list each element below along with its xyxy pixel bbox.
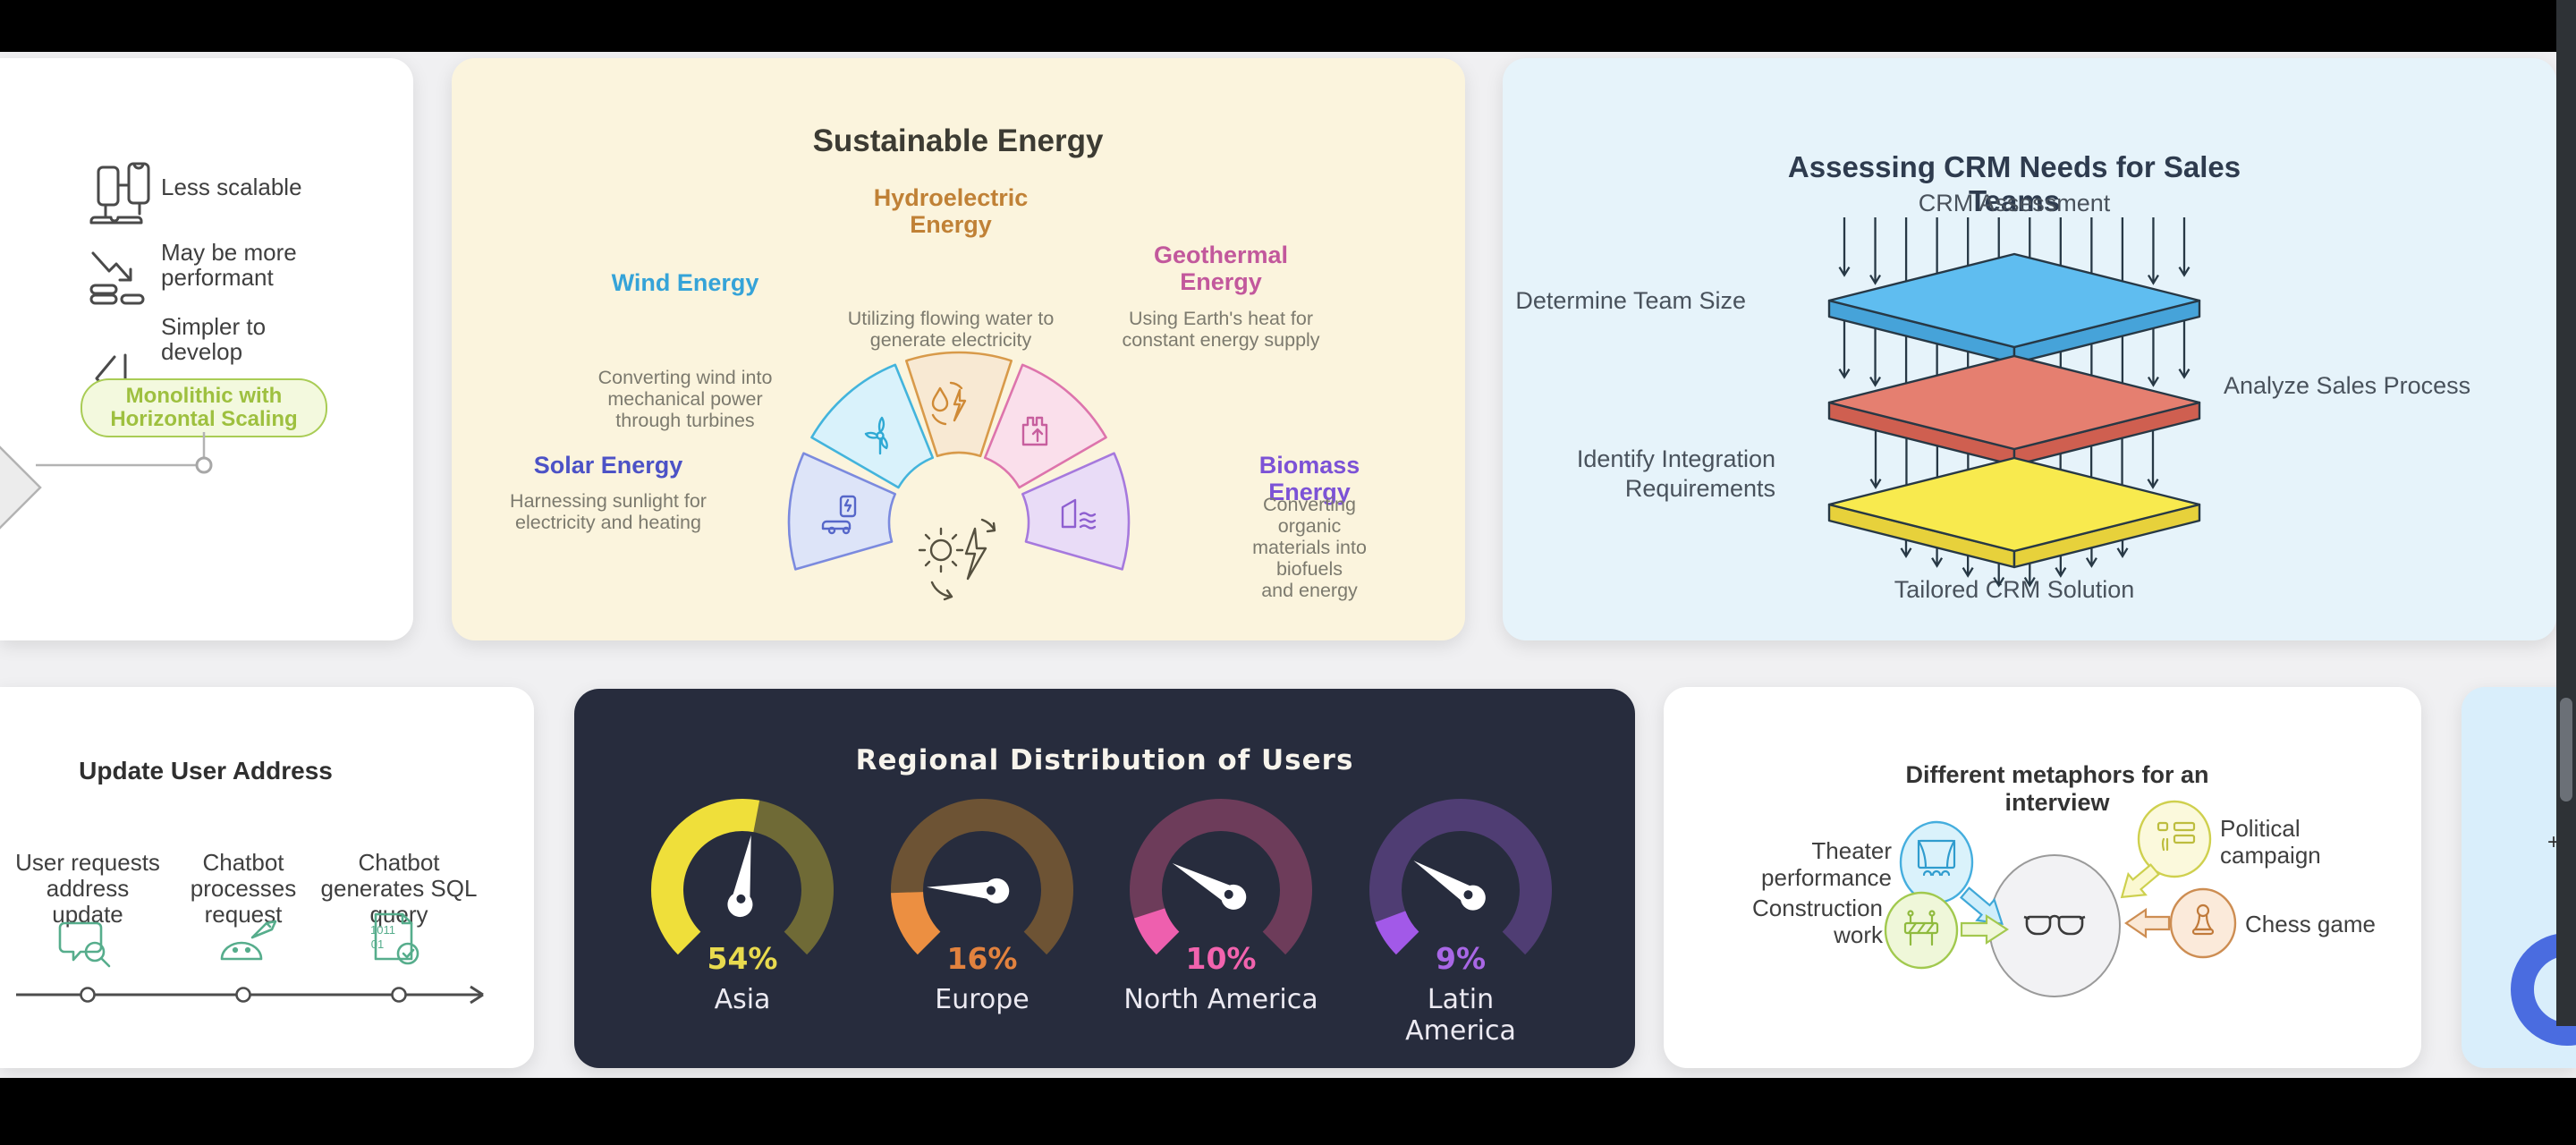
binary-text: 1011 <box>370 923 395 937</box>
metaphor-label: Construction work <box>1752 895 1883 948</box>
crm-top-label: CRM Assessment <box>1918 190 2111 216</box>
gauges-chart <box>651 799 1552 955</box>
chat-search-icon <box>58 921 111 968</box>
energy-segment-desc: Utilizing flowing water to generate elect… <box>847 308 1055 351</box>
connector-node <box>195 456 213 474</box>
biomass-icon <box>1061 498 1097 530</box>
card-regional-distribution[interactable]: Regional Distribution of Users 54% 16% 1… <box>574 689 1635 1068</box>
card-crm-assessment[interactable]: Assessing CRM Needs for Sales Teams CRM … <box>1503 58 2556 640</box>
construction-icon <box>1903 910 1939 946</box>
construction-arrow <box>1960 913 2010 946</box>
geothermal-plant-icon <box>1021 416 1048 446</box>
letterbox-bottom <box>0 1078 2576 1145</box>
chess-arrow <box>2124 907 2171 939</box>
energy-segment-desc: Using Earth's heat for constant energy su… <box>1122 308 1320 351</box>
energy-segment-desc: Converting wind into mechanical power thro… <box>597 367 773 431</box>
crm-layer-label: Analyze Sales Process <box>2224 372 2471 399</box>
political-icon <box>2157 821 2196 852</box>
scrollbar-thumb[interactable] <box>2560 698 2572 802</box>
card-sustainable-energy[interactable]: Sustainable Energy Wind Energy Convertin… <box>452 58 1465 640</box>
monolith-item-label: Simpler to develop <box>161 313 267 365</box>
chess-pawn-icon <box>2191 903 2215 936</box>
gauge-value: 16% <box>946 941 1018 976</box>
center-ellipse <box>1988 854 2121 997</box>
crm-layer-label: Identify Integration Requirements <box>1576 445 1775 502</box>
energy-segment-name: Wind Energy <box>611 269 759 296</box>
flow-step-label: Chatbot generates SQL query <box>320 849 478 928</box>
sun-energy-cycle-icon <box>918 518 996 601</box>
crm-layers-diagram <box>1827 217 2201 588</box>
metaphors-title: Different metaphors for an interview <box>1905 761 2209 816</box>
monolith-row-icons <box>89 162 150 403</box>
metaphor-label: Chess game <box>2245 911 2376 937</box>
chess-ellipse <box>2169 887 2237 959</box>
gauge-value: 9% <box>1435 941 1487 976</box>
political-arrow <box>2120 863 2161 899</box>
card-update-user-address[interactable]: Update User Address User requests address… <box>0 687 534 1068</box>
monolithic-scaling-pill[interactable]: Monolithic with Horizontal Scaling <box>80 378 327 437</box>
card-monolithic-scaling[interactable]: Less scalable May be more performant Simp… <box>0 58 413 640</box>
gauge-category: Latin America <box>1405 984 1516 1047</box>
crm-bottom-label: Tailored CRM Solution <box>1894 576 2135 603</box>
gauge-value: 10% <box>1185 941 1257 976</box>
energy-segment-desc: Harnessing sunlight for electricity and h… <box>510 490 707 533</box>
binary-text: 01 <box>371 937 384 951</box>
flow-step-label: User requests address update <box>15 849 160 928</box>
devices-icon <box>89 162 150 225</box>
construction-ellipse <box>1884 891 1959 970</box>
letterbox-top <box>0 0 2576 52</box>
energy-fan-diagram <box>787 351 1131 601</box>
energy-segment-name: Biomass Energy <box>1258 452 1360 505</box>
energy-title: Sustainable Energy <box>812 123 1104 158</box>
decline-coins-icon <box>89 251 145 305</box>
connector-diagram <box>0 432 213 530</box>
flow-timeline: 1011 01 <box>16 912 484 1005</box>
monolith-item-label: May be more performant <box>161 239 297 291</box>
canvas-stage: Less scalable May be more performant Simp… <box>0 52 2576 1078</box>
metaphors-diagram <box>1884 800 2237 997</box>
wind-turbine-icon <box>864 416 888 455</box>
monolith-item-label: Less scalable <box>161 174 302 200</box>
sql-document-icon <box>374 912 419 965</box>
energy-segment-name: Hydroelectric Energy <box>873 184 1029 238</box>
gauges-title: Regional Distribution of Users <box>855 744 1354 776</box>
metaphor-label: Theater performance <box>1761 837 1892 891</box>
glasses-icon <box>2023 914 2086 936</box>
flow-title: Update User Address <box>79 757 333 785</box>
hydro-droplet-icon <box>931 381 967 426</box>
pill-label: Monolithic with Horizontal Scaling <box>110 384 298 431</box>
solar-ev-icon <box>821 495 857 535</box>
theater-ellipse <box>1899 820 1974 904</box>
theater-icon <box>1917 839 1956 877</box>
gauge-category: North America <box>1123 984 1318 1015</box>
gauge-category: Asia <box>714 984 771 1015</box>
metaphor-label: Political campaign <box>2220 815 2321 869</box>
energy-segment-name: Solar Energy <box>533 452 683 479</box>
card-interview-metaphors[interactable]: Different metaphors for an interview The… <box>1664 687 2421 1068</box>
energy-segment-name: Geothermal Energy <box>1153 242 1289 295</box>
chatbot-icon <box>220 920 277 961</box>
scrollbar-track[interactable] <box>2556 0 2576 1026</box>
gauge-category: Europe <box>935 984 1030 1015</box>
crm-title: Assessing CRM Needs for Sales Teams <box>1787 150 2241 217</box>
crm-layer-label: Determine Team Size <box>1515 287 1746 314</box>
gauge-value: 54% <box>707 941 778 976</box>
energy-segment-desc: Converting organic materials into biofuel… <box>1252 494 1367 601</box>
